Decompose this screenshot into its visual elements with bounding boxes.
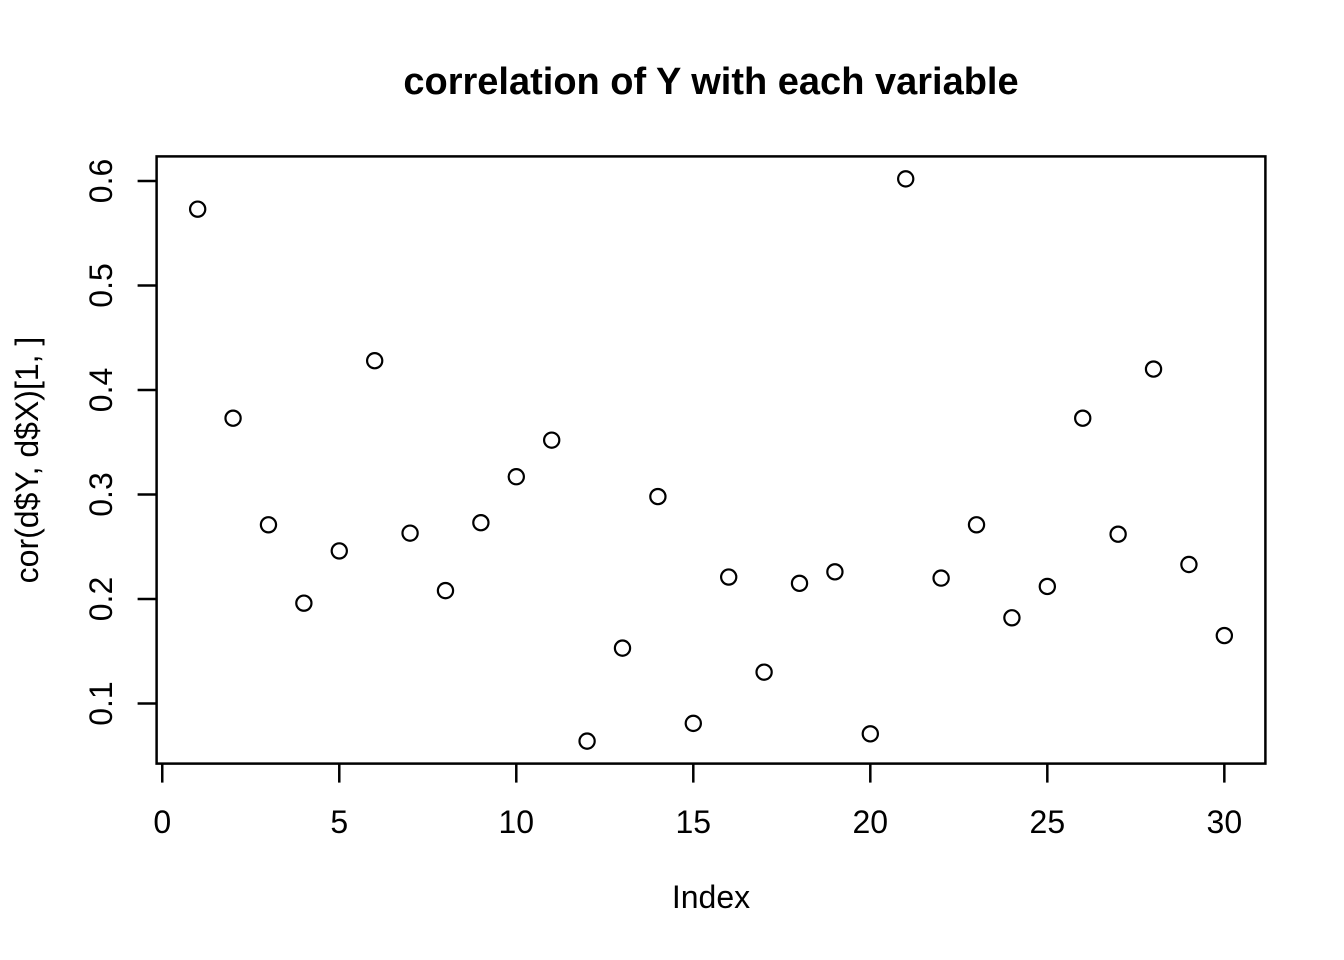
x-tick-label: 30 xyxy=(1207,804,1243,840)
data-point xyxy=(472,514,490,532)
x-tick-label: 20 xyxy=(853,804,889,840)
data-point xyxy=(720,568,738,586)
data-point xyxy=(401,524,419,542)
x-tick-label: 25 xyxy=(1030,804,1066,840)
data-point xyxy=(1144,360,1163,378)
y-tick-label: 0.3 xyxy=(83,472,119,516)
data-point xyxy=(1180,555,1198,574)
plot-border-box xyxy=(155,155,1267,765)
y-tick-label: 0.4 xyxy=(83,368,119,412)
y-tick-label: 0.1 xyxy=(83,681,119,725)
x-axis-title: Index xyxy=(672,879,750,915)
y-tick-label: 0.5 xyxy=(83,263,119,307)
data-point xyxy=(861,725,880,743)
data-point xyxy=(1109,525,1127,543)
data-point xyxy=(542,431,561,449)
x-tick-label: 10 xyxy=(498,804,534,840)
data-point xyxy=(649,487,667,506)
data-point xyxy=(330,542,348,560)
data-point xyxy=(1038,577,1057,596)
data-point xyxy=(507,468,525,486)
data-point xyxy=(578,732,596,750)
data-point xyxy=(365,352,384,370)
chart-title: correlation of Y with each variable xyxy=(403,61,1018,103)
y-tick-label: 0.6 xyxy=(83,159,119,203)
x-axis-ticks xyxy=(161,763,1226,783)
x-tick-label: 15 xyxy=(676,804,712,840)
x-tick-label: 5 xyxy=(330,804,348,840)
data-point xyxy=(1074,409,1092,427)
data-point xyxy=(259,516,278,534)
data-point xyxy=(295,594,313,612)
x-tick-label: 0 xyxy=(153,804,171,840)
data-point xyxy=(932,569,950,587)
data-points xyxy=(188,170,1234,750)
data-point xyxy=(967,516,986,534)
data-point xyxy=(1003,609,1021,627)
data-point xyxy=(826,563,844,581)
data-point xyxy=(684,714,702,733)
y-tick-label: 0.2 xyxy=(83,577,119,621)
y-axis-ticks xyxy=(137,179,157,705)
data-point xyxy=(436,581,455,600)
x-axis-tick-labels: 0 5 10 15 20 25 30 xyxy=(153,804,1242,840)
data-point xyxy=(1215,626,1234,645)
y-axis-tick-labels: 0.1 0.2 0.3 0.4 0.5 0.6 xyxy=(83,159,119,726)
data-point xyxy=(790,574,809,593)
y-axis-title: cor(d$Y, d$X)[1, ] xyxy=(9,337,45,584)
data-point xyxy=(224,409,242,427)
data-point xyxy=(613,639,632,657)
data-point xyxy=(188,200,207,218)
data-point xyxy=(897,170,915,188)
data-point xyxy=(755,663,773,681)
